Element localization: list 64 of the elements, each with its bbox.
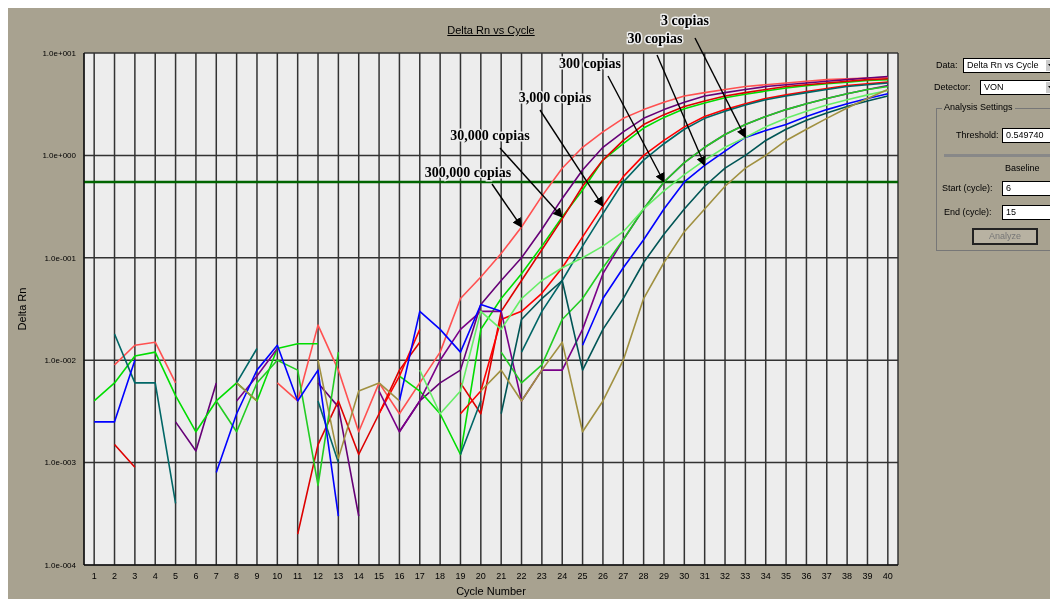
x-tick-label: 39	[862, 571, 873, 582]
text: Detector:	[934, 82, 971, 92]
text: VON	[983, 81, 1005, 94]
y-tick-label: 1.0e-001	[44, 253, 77, 263]
x-tick-label: 31	[699, 571, 710, 582]
x-tick-label: 22	[516, 571, 527, 582]
x-tick-label: 3	[132, 571, 138, 582]
annotation: 30 copias	[627, 31, 683, 46]
x-tick-label: 34	[760, 571, 771, 582]
x-tick-label: 29	[658, 571, 669, 582]
x-tick-label: 38	[842, 571, 853, 582]
x-tick-label: 12	[313, 571, 324, 582]
x-tick-label: 18	[435, 571, 446, 582]
text: 0.549740	[1005, 129, 1045, 142]
chart-title: Delta Rn vs Cycle	[447, 24, 535, 36]
x-tick-label: 4	[152, 571, 158, 582]
x-tick-label: 8	[234, 571, 240, 582]
x-tick-label: 23	[536, 571, 547, 582]
text: Threshold:	[956, 130, 999, 140]
x-tick-label: 13	[333, 571, 344, 582]
text: End (cycle):	[944, 207, 992, 217]
x-tick-label: 35	[781, 571, 792, 582]
y-tick-label: 1.0e-002	[44, 356, 77, 366]
y-tick-label: 1.0e+001	[42, 48, 77, 58]
text: Start (cycle):	[942, 183, 993, 193]
x-tick-label: 16	[394, 571, 405, 582]
x-tick-label: 28	[638, 571, 649, 582]
x-tick-label: 24	[557, 571, 568, 582]
y-tick-label: 1.0e-003	[44, 458, 77, 468]
x-tick-label: 37	[821, 571, 832, 582]
x-tick-label: 1	[91, 571, 97, 582]
x-tick-label: 14	[353, 571, 364, 582]
x-tick-label: 11	[293, 571, 303, 582]
text: 15	[1005, 206, 1017, 219]
x-tick-label: 6	[193, 571, 199, 582]
y-tick-label: 1.0e-004	[44, 560, 77, 570]
x-tick-label: 21	[496, 571, 507, 582]
x-tick-label: 15	[374, 571, 385, 582]
x-tick-label: 2	[112, 571, 118, 582]
x-tick-label: 33	[740, 571, 751, 582]
text: Analyze	[972, 228, 1038, 245]
x-tick-label: 17	[414, 571, 425, 582]
text: Data:	[936, 60, 958, 70]
x-tick-label: 7	[213, 571, 219, 582]
x-tick-label: 30	[679, 571, 690, 582]
x-tick-label: 10	[272, 571, 283, 582]
x-tick-label: 9	[254, 571, 260, 582]
y-axis-title: Delta Rn	[15, 287, 28, 331]
text: Analysis Settings	[942, 102, 1015, 112]
x-tick-label: 26	[597, 571, 608, 582]
x-tick-label: 20	[475, 571, 486, 582]
x-tick-label: 40	[882, 571, 893, 582]
x-tick-label: 5	[173, 571, 179, 582]
text: Delta Rn vs Cycle	[966, 59, 1040, 72]
text: 6	[1005, 182, 1012, 195]
y-tick-label: 1.0e+000	[42, 151, 77, 161]
annotation: 3 copias	[661, 13, 710, 28]
x-tick-label: 32	[720, 571, 731, 582]
x-tick-label: 27	[618, 571, 629, 582]
x-tick-label: 19	[455, 571, 466, 582]
text: Baseline	[1005, 163, 1040, 173]
x-tick-label: 36	[801, 571, 812, 582]
x-axis-title: Cycle Number	[456, 585, 527, 597]
x-tick-label: 25	[577, 571, 588, 582]
